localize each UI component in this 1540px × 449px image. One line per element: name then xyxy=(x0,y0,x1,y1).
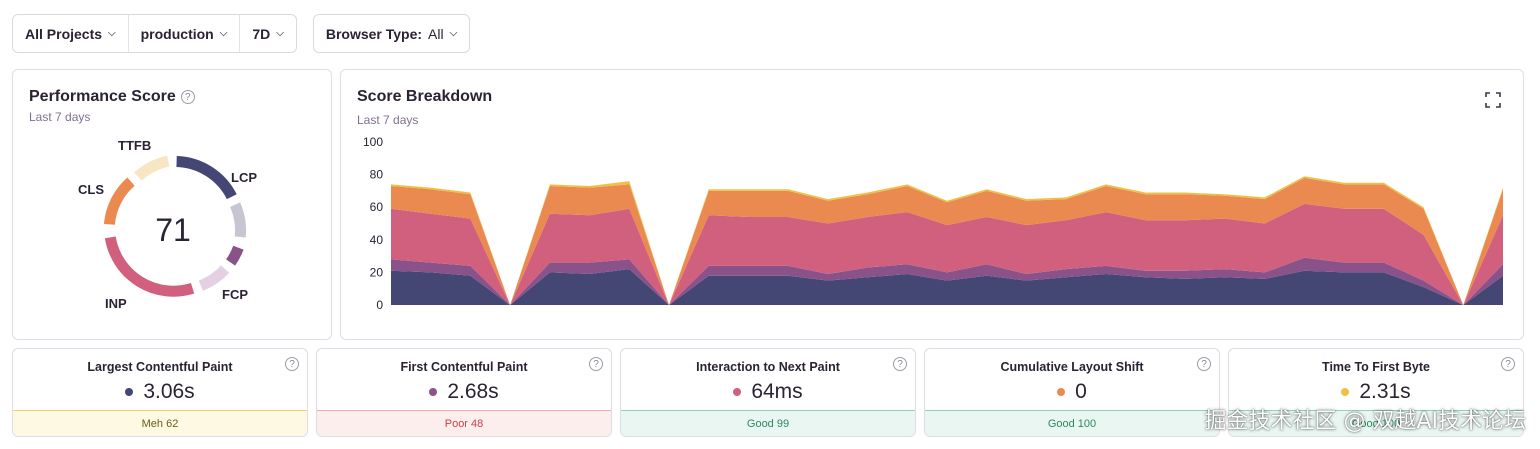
ring-segment-ttfb[interactable] xyxy=(134,155,170,181)
chevron-down-icon: ⌵ xyxy=(108,28,116,39)
metric-value-row: 3.06s xyxy=(13,380,307,404)
ring-segment-inp[interactable] xyxy=(104,236,195,297)
help-icon[interactable]: ? xyxy=(589,357,603,371)
ring-segment-fcp-pale xyxy=(198,265,230,291)
watermark: 掘金技术社区 @ 双越AI技术论坛 xyxy=(1204,409,1526,434)
y-tick-label: 0 xyxy=(376,298,383,312)
metric-card-ttfb[interactable]: Time To First Byte ? 2.31s Good 100 xyxy=(1228,348,1524,437)
metric-title: First Contentful Paint xyxy=(400,360,528,374)
ring-segment-lcp[interactable] xyxy=(176,156,237,200)
metric-status-badge: Poor 48 xyxy=(317,410,611,436)
y-tick-label: 100 xyxy=(363,135,383,149)
y-tick-label: 40 xyxy=(370,233,384,247)
metric-color-dot xyxy=(733,388,742,396)
area-series-1[interactable] xyxy=(391,257,1503,305)
metric-title: Cumulative Layout Shift xyxy=(1000,360,1144,374)
performance-score-title: Performance Score xyxy=(29,88,176,105)
area-series-0[interactable] xyxy=(391,269,1503,305)
metric-value-row: 2.68s xyxy=(317,380,611,404)
ring-segment-fcp[interactable] xyxy=(226,245,244,266)
metric-color-dot xyxy=(125,388,134,396)
area-series-2[interactable] xyxy=(391,203,1503,305)
metric-status-badge: Good 100 xyxy=(925,410,1219,436)
project-env-period-filters: All Projects ⌵ production ⌵ 7D ⌵ xyxy=(12,14,297,53)
chevron-down-icon: ⌵ xyxy=(219,28,228,39)
metric-title: Interaction to Next Paint xyxy=(696,360,840,374)
help-icon[interactable]: ? xyxy=(180,90,195,104)
browser-type-value: All xyxy=(428,25,444,42)
performance-score-value: 71 xyxy=(155,212,191,248)
ring-label-lcp: LCP xyxy=(231,170,257,185)
help-icon[interactable]: ? xyxy=(1197,357,1211,371)
environment-filter-label: production xyxy=(140,25,214,42)
metric-value: 2.31s xyxy=(1359,380,1411,403)
metric-card-cls[interactable]: Cumulative Layout Shift ? 0 Good 100 xyxy=(924,348,1220,437)
ring-label-fcp: FCP xyxy=(222,287,248,302)
metric-card-lcp[interactable]: Largest Contentful Paint ? 3.06s Meh 62 xyxy=(12,348,308,437)
performance-score-subtitle: Last 7 days xyxy=(29,110,91,124)
metric-color-dot xyxy=(1341,388,1350,396)
metric-value: 3.06s xyxy=(143,380,195,403)
metric-color-dot xyxy=(1057,388,1066,396)
metric-value: 0 xyxy=(1075,380,1087,403)
environment-filter[interactable]: production ⌵ xyxy=(129,15,241,52)
filter-bar: All Projects ⌵ production ⌵ 7D ⌵ Browser… xyxy=(12,14,471,53)
metric-color-dot xyxy=(429,388,438,396)
help-icon[interactable]: ? xyxy=(893,357,907,371)
metric-status-badge: Meh 62 xyxy=(13,410,307,436)
metric-status-badge: Good 100 xyxy=(1229,410,1523,436)
chevron-down-icon: ⌵ xyxy=(449,28,458,39)
metric-title: Time To First Byte xyxy=(1322,360,1430,374)
metric-card-inp[interactable]: Interaction to Next Paint ? 64ms Good 99 xyxy=(620,348,916,437)
browser-type-label: Browser Type: xyxy=(325,25,423,42)
ring-label-inp: INP xyxy=(105,296,127,311)
score-breakdown-subtitle: Last 7 days xyxy=(357,113,419,127)
period-filter[interactable]: 7D ⌵ xyxy=(240,15,296,52)
ring-label-cls: CLS xyxy=(78,182,104,197)
period-filter-label: 7D xyxy=(252,25,271,42)
ring-label-ttfb: TTFB xyxy=(118,138,151,153)
browser-filter-group: Browser Type: All ⌵ xyxy=(312,14,471,53)
score-breakdown-chart: 0 20 40 60 80 100 xyxy=(363,135,1503,312)
performance-score-panel: Performance Score ? Last 7 days 71 TTFB … xyxy=(12,69,332,340)
metric-value: 2.68s xyxy=(447,380,499,403)
metric-value-row: 0 xyxy=(925,380,1219,404)
browser-type-filter[interactable]: Browser Type: All ⌵ xyxy=(314,15,469,52)
area-series-3[interactable] xyxy=(391,177,1503,305)
metric-value-row: 2.31s xyxy=(1229,380,1523,404)
metric-title: Largest Contentful Paint xyxy=(87,360,233,374)
ring-segment-lcp-pale xyxy=(229,202,247,238)
score-breakdown-title: Score Breakdown xyxy=(357,88,493,105)
chevron-down-icon: ⌵ xyxy=(276,28,284,39)
y-tick-label: 80 xyxy=(370,168,384,182)
metric-status-badge: Good 99 xyxy=(621,410,915,436)
help-icon[interactable]: ? xyxy=(1501,357,1515,371)
project-filter-label: All Projects xyxy=(25,25,103,42)
metric-value-row: 64ms xyxy=(621,380,915,404)
project-filter[interactable]: All Projects ⌵ xyxy=(13,15,129,52)
score-breakdown-panel: Score Breakdown Last 7 days 0 20 40 60 80 100 xyxy=(340,69,1524,340)
metric-card-fcp[interactable]: First Contentful Paint ? 2.68s Poor 48 xyxy=(316,348,612,437)
y-tick-label: 60 xyxy=(370,200,384,214)
y-tick-label: 20 xyxy=(370,265,384,279)
performance-score-ring: 71 TTFB LCP CLS FCP INP xyxy=(78,138,257,311)
ring-segment-cls[interactable] xyxy=(103,177,135,225)
metric-value: 64ms xyxy=(751,380,803,403)
area-series-4[interactable] xyxy=(391,176,1503,305)
help-icon[interactable]: ? xyxy=(285,357,299,371)
performance-score-title-row: Performance Score ? xyxy=(29,88,195,106)
expand-icon[interactable] xyxy=(1485,92,1501,108)
